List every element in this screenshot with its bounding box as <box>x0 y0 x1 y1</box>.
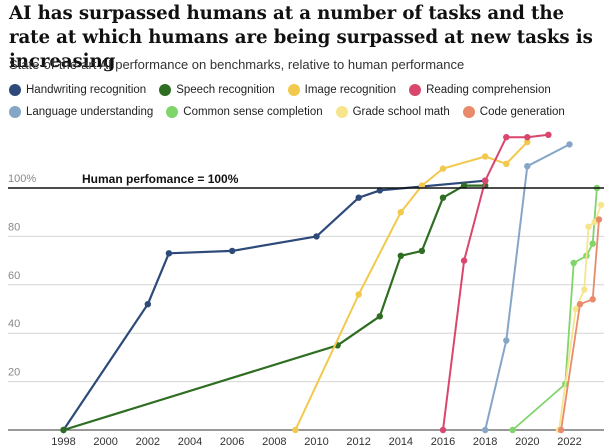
legend-swatch <box>159 84 172 96</box>
legend-item: Reading comprehension <box>409 84 551 96</box>
data-point <box>581 286 588 293</box>
data-point <box>60 426 67 434</box>
legend-item: Grade school math <box>335 106 450 118</box>
data-point <box>566 141 573 148</box>
legend-item: Code generation <box>462 106 565 118</box>
legend-row: Handwriting recognition Speech recognitio… <box>9 79 609 101</box>
legend-swatch <box>287 84 300 96</box>
data-point <box>589 240 596 247</box>
legend-item: Language understanding <box>9 106 153 118</box>
data-point <box>597 201 605 209</box>
data-point <box>482 177 489 184</box>
data-point <box>355 194 362 201</box>
legend-item: Image recognition <box>287 84 397 96</box>
legend-swatch <box>9 84 21 96</box>
x-tick-label: 2008 <box>262 436 286 447</box>
data-point <box>570 259 577 267</box>
legend-swatch <box>409 84 422 96</box>
x-tick-label: 2000 <box>93 436 117 447</box>
legend-label: Common sense completion <box>183 106 323 118</box>
legend-label: Speech recognition <box>176 84 275 96</box>
series-line <box>62 179 487 432</box>
legend-item: Handwriting recognition <box>9 84 146 96</box>
data-point <box>482 426 489 434</box>
data-point <box>418 247 426 255</box>
legend-label: Grade school math <box>352 106 450 118</box>
legend: Handwriting recognition Speech recognitio… <box>9 79 609 123</box>
legend-swatch <box>166 106 179 118</box>
data-point <box>376 313 383 320</box>
data-point <box>165 250 173 257</box>
data-point <box>397 252 404 259</box>
legend-label: Image recognition <box>304 84 397 96</box>
data-point <box>292 426 299 434</box>
data-point <box>503 160 510 167</box>
y-tick-label: 40 <box>8 318 20 330</box>
chart-subtitle: State-of-the-art AI performance on bench… <box>9 57 465 72</box>
data-point <box>439 426 447 434</box>
data-point <box>229 247 236 255</box>
data-point <box>524 138 531 146</box>
data-point <box>313 233 320 240</box>
data-point <box>589 296 596 303</box>
legend-swatch <box>9 106 21 118</box>
legend-label: Handwriting recognition <box>26 84 147 96</box>
human-performance-label: Human perfomance = 100% <box>82 172 239 186</box>
legend-row: Language understanding Common sense compl… <box>9 101 609 123</box>
x-tick-label: 2006 <box>220 436 244 447</box>
legend-swatch <box>335 106 348 118</box>
legend-swatch <box>462 106 475 118</box>
y-tick-label: 80 <box>8 221 20 233</box>
data-point <box>503 134 510 141</box>
x-tick-label: 2012 <box>346 436 370 447</box>
legend-item: Common sense completion <box>166 106 323 118</box>
data-point <box>439 194 447 201</box>
y-tick-label: 20 <box>8 367 20 379</box>
data-point <box>572 305 579 313</box>
chart-title: AI has surpassed humans at a number of t… <box>9 3 593 72</box>
data-point <box>595 216 603 223</box>
series-line <box>511 187 598 431</box>
x-tick-label: 2014 <box>389 436 413 447</box>
legend-label: Code generation <box>479 106 565 118</box>
data-point <box>460 257 468 264</box>
x-tick-label: 2018 <box>473 436 497 447</box>
data-point <box>557 426 565 434</box>
series-line <box>442 133 550 431</box>
data-point <box>144 301 151 308</box>
data-point <box>524 134 531 141</box>
x-tick-label: 1998 <box>51 436 75 447</box>
data-point <box>355 291 362 298</box>
data-point <box>585 223 592 230</box>
y-tick-label: 60 <box>8 270 20 282</box>
data-point <box>439 165 447 172</box>
x-tick-label: 2020 <box>515 436 539 447</box>
series-line <box>484 143 571 431</box>
x-tick-label: 2022 <box>557 436 581 447</box>
series-line <box>560 218 600 431</box>
data-point <box>503 337 510 344</box>
legend-item: Speech recognition <box>159 84 275 96</box>
data-point <box>397 209 404 216</box>
data-point <box>524 163 531 170</box>
x-tick-label: 2016 <box>431 436 455 447</box>
series-line <box>62 184 487 432</box>
x-tick-label: 2004 <box>178 436 202 447</box>
x-tick-label: 2010 <box>304 436 328 447</box>
x-tick-label: 2002 <box>136 436 160 447</box>
data-point <box>576 301 584 308</box>
y-tick-label: 100% <box>8 173 36 185</box>
legend-label: Reading comprehension <box>426 84 551 96</box>
legend-label: Language understanding <box>26 106 154 118</box>
data-point <box>509 426 516 434</box>
series-line <box>294 141 529 431</box>
data-point <box>482 153 489 160</box>
data-point <box>545 131 552 138</box>
